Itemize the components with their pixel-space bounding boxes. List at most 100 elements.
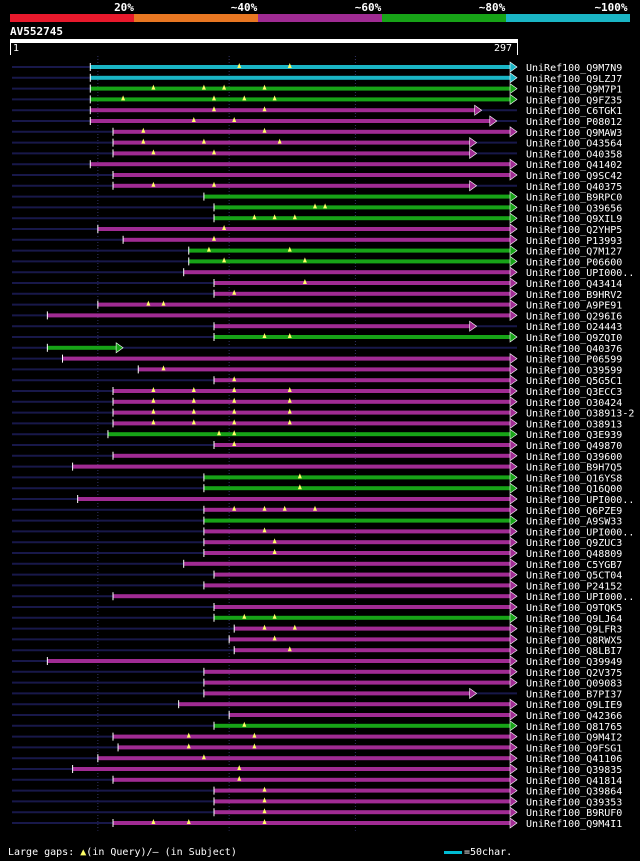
alignment-segment[interactable] (203, 669, 511, 674)
alignment-segment[interactable] (203, 518, 511, 523)
hit-name-link[interactable]: UniRef100_O30424 (526, 398, 622, 409)
hit-name-link[interactable]: UniRef100_A9SW33 (526, 517, 622, 528)
hit-name-link[interactable]: UniRef100_Q39949 (526, 657, 622, 668)
hit-name-link[interactable]: UniRef100_Q81765 (526, 722, 622, 733)
alignment-segment[interactable] (113, 183, 471, 188)
hit-name-link[interactable]: UniRef100_Q5G5C1 (526, 376, 622, 387)
alignment-segment[interactable] (214, 291, 511, 296)
hit-name-link[interactable]: UniRef100_O24443 (526, 322, 622, 333)
alignment-segment[interactable] (203, 529, 511, 534)
alignment-segment[interactable] (77, 497, 512, 501)
alignment-segment[interactable] (113, 151, 471, 156)
hit-name-link[interactable]: UniRef100_Q09083 (526, 679, 622, 690)
hit-name-link[interactable]: UniRef100_Q296I6 (526, 311, 622, 322)
alignment-segment[interactable] (47, 345, 118, 350)
alignment-segment[interactable] (113, 129, 511, 134)
alignment-segment[interactable] (214, 443, 511, 447)
alignment-segment[interactable] (203, 691, 471, 696)
alignment-segment[interactable] (113, 594, 511, 599)
alignment-segment[interactable] (214, 615, 511, 620)
alignment-segment[interactable] (113, 453, 511, 458)
hit-name-link[interactable]: UniRef100_Q9SC42 (526, 171, 622, 182)
hit-name-link[interactable]: UniRef100_Q9M7N9 (526, 63, 622, 74)
hit-name-link[interactable]: UniRef100_O40358 (526, 149, 622, 160)
alignment-segment[interactable] (214, 335, 511, 339)
hit-name-link[interactable]: UniRef100_C5YGB7 (526, 560, 622, 571)
hit-name-link[interactable]: UniRef100_Q9ZUC3 (526, 538, 622, 549)
hit-name-link[interactable]: UniRef100_Q16YS8 (526, 473, 622, 484)
alignment-segment[interactable] (113, 410, 511, 415)
hit-name-link[interactable]: UniRef100_Q9LFR3 (526, 625, 622, 636)
alignment-segment[interactable] (203, 194, 511, 199)
alignment-segment[interactable] (47, 659, 511, 663)
hit-name-link[interactable]: UniRef100_Q9LZJ7 (526, 74, 622, 85)
alignment-segment[interactable] (62, 356, 512, 361)
alignment-segment[interactable] (113, 389, 511, 393)
hit-name-link[interactable]: UniRef100_P06599 (526, 355, 622, 366)
hit-name-link[interactable]: UniRef100_Q49870 (526, 441, 622, 452)
alignment-segment[interactable] (214, 723, 511, 728)
hit-name-link[interactable]: UniRef100_UPI000.. (526, 527, 634, 538)
alignment-segment[interactable] (123, 237, 511, 242)
alignment-segment[interactable] (113, 734, 511, 739)
alignment-segment[interactable] (229, 637, 511, 642)
alignment-segment[interactable] (47, 313, 511, 318)
alignment-segment[interactable] (97, 302, 511, 307)
hit-name-link[interactable]: UniRef100_Q3ECC3 (526, 387, 622, 398)
alignment-segment[interactable] (90, 65, 512, 69)
alignment-segment[interactable] (203, 507, 511, 512)
alignment-segment[interactable] (72, 767, 511, 771)
alignment-segment[interactable] (183, 561, 511, 566)
hit-name-link[interactable]: UniRef100_C6TGK1 (526, 106, 622, 117)
alignment-segment[interactable] (138, 367, 511, 372)
hit-name-link[interactable]: UniRef100_P08012 (526, 117, 622, 128)
alignment-segment[interactable] (107, 432, 511, 437)
hit-name-link[interactable]: UniRef100_Q9M4I1 (526, 819, 622, 830)
alignment-segment[interactable] (188, 259, 511, 264)
alignment-segment[interactable] (113, 777, 511, 782)
hit-name-link[interactable]: UniRef100_Q9FZ35 (526, 95, 622, 106)
hit-name-link[interactable]: UniRef100_Q5CT04 (526, 571, 622, 582)
alignment-segment[interactable] (214, 572, 511, 577)
alignment-segment[interactable] (72, 464, 511, 469)
hit-name-link[interactable]: UniRef100_P06600 (526, 257, 622, 268)
alignment-segment[interactable] (113, 173, 511, 177)
hit-name-link[interactable]: UniRef100_B9H7Q5 (526, 463, 622, 474)
hit-name-link[interactable]: UniRef100_Q9M7P1 (526, 85, 622, 96)
hit-name-link[interactable]: UniRef100_Q9XIL9 (526, 214, 622, 225)
hit-name-link[interactable]: UniRef100_O39599 (526, 365, 622, 376)
alignment-segment[interactable] (90, 108, 476, 113)
alignment-segment[interactable] (203, 475, 511, 480)
alignment-segment[interactable] (214, 378, 511, 383)
alignment-segment[interactable] (97, 756, 511, 761)
hit-name-link[interactable]: UniRef100_Q48809 (526, 549, 622, 560)
alignment-segment[interactable] (90, 97, 512, 102)
hit-name-link[interactable]: UniRef100_Q7M127 (526, 247, 622, 258)
alignment-segment[interactable] (214, 205, 511, 210)
alignment-segment[interactable] (214, 810, 511, 815)
hit-name-link[interactable]: UniRef100_Q39864 (526, 787, 622, 798)
hit-name-link[interactable]: UniRef100_Q39656 (526, 203, 622, 214)
hit-name-link[interactable]: UniRef100_B9RPC0 (526, 193, 622, 204)
hit-name-link[interactable]: UniRef100_UPI000.. (526, 495, 634, 506)
alignment-segment[interactable] (234, 648, 511, 653)
hit-name-link[interactable]: UniRef100_Q8RWX5 (526, 635, 622, 646)
hit-name-link[interactable]: UniRef100_B9RUF0 (526, 808, 622, 819)
alignment-segment[interactable] (203, 583, 511, 588)
hit-name-link[interactable]: UniRef100_Q8LBI7 (526, 646, 622, 657)
alignment-segment[interactable] (203, 486, 511, 491)
hit-name-link[interactable]: UniRef100_Q41106 (526, 754, 622, 765)
alignment-segment[interactable] (118, 745, 512, 750)
hit-name-link[interactable]: UniRef100_Q43414 (526, 279, 622, 290)
hit-name-link[interactable]: UniRef100_Q9MAW3 (526, 128, 622, 139)
hit-name-link[interactable]: UniRef100_A9PE91 (526, 301, 622, 312)
alignment-segment[interactable] (90, 75, 512, 80)
hit-name-link[interactable]: UniRef100_Q9LJ64 (526, 614, 622, 625)
alignment-segment[interactable] (234, 626, 511, 631)
hit-name-link[interactable]: UniRef100_Q9M4I2 (526, 733, 622, 744)
hit-name-link[interactable]: UniRef100_Q9LIE9 (526, 700, 622, 711)
alignment-segment[interactable] (229, 713, 511, 717)
hit-name-link[interactable]: UniRef100_B9HRV2 (526, 290, 622, 301)
alignment-segment[interactable] (203, 551, 511, 555)
alignment-segment[interactable] (90, 119, 491, 123)
